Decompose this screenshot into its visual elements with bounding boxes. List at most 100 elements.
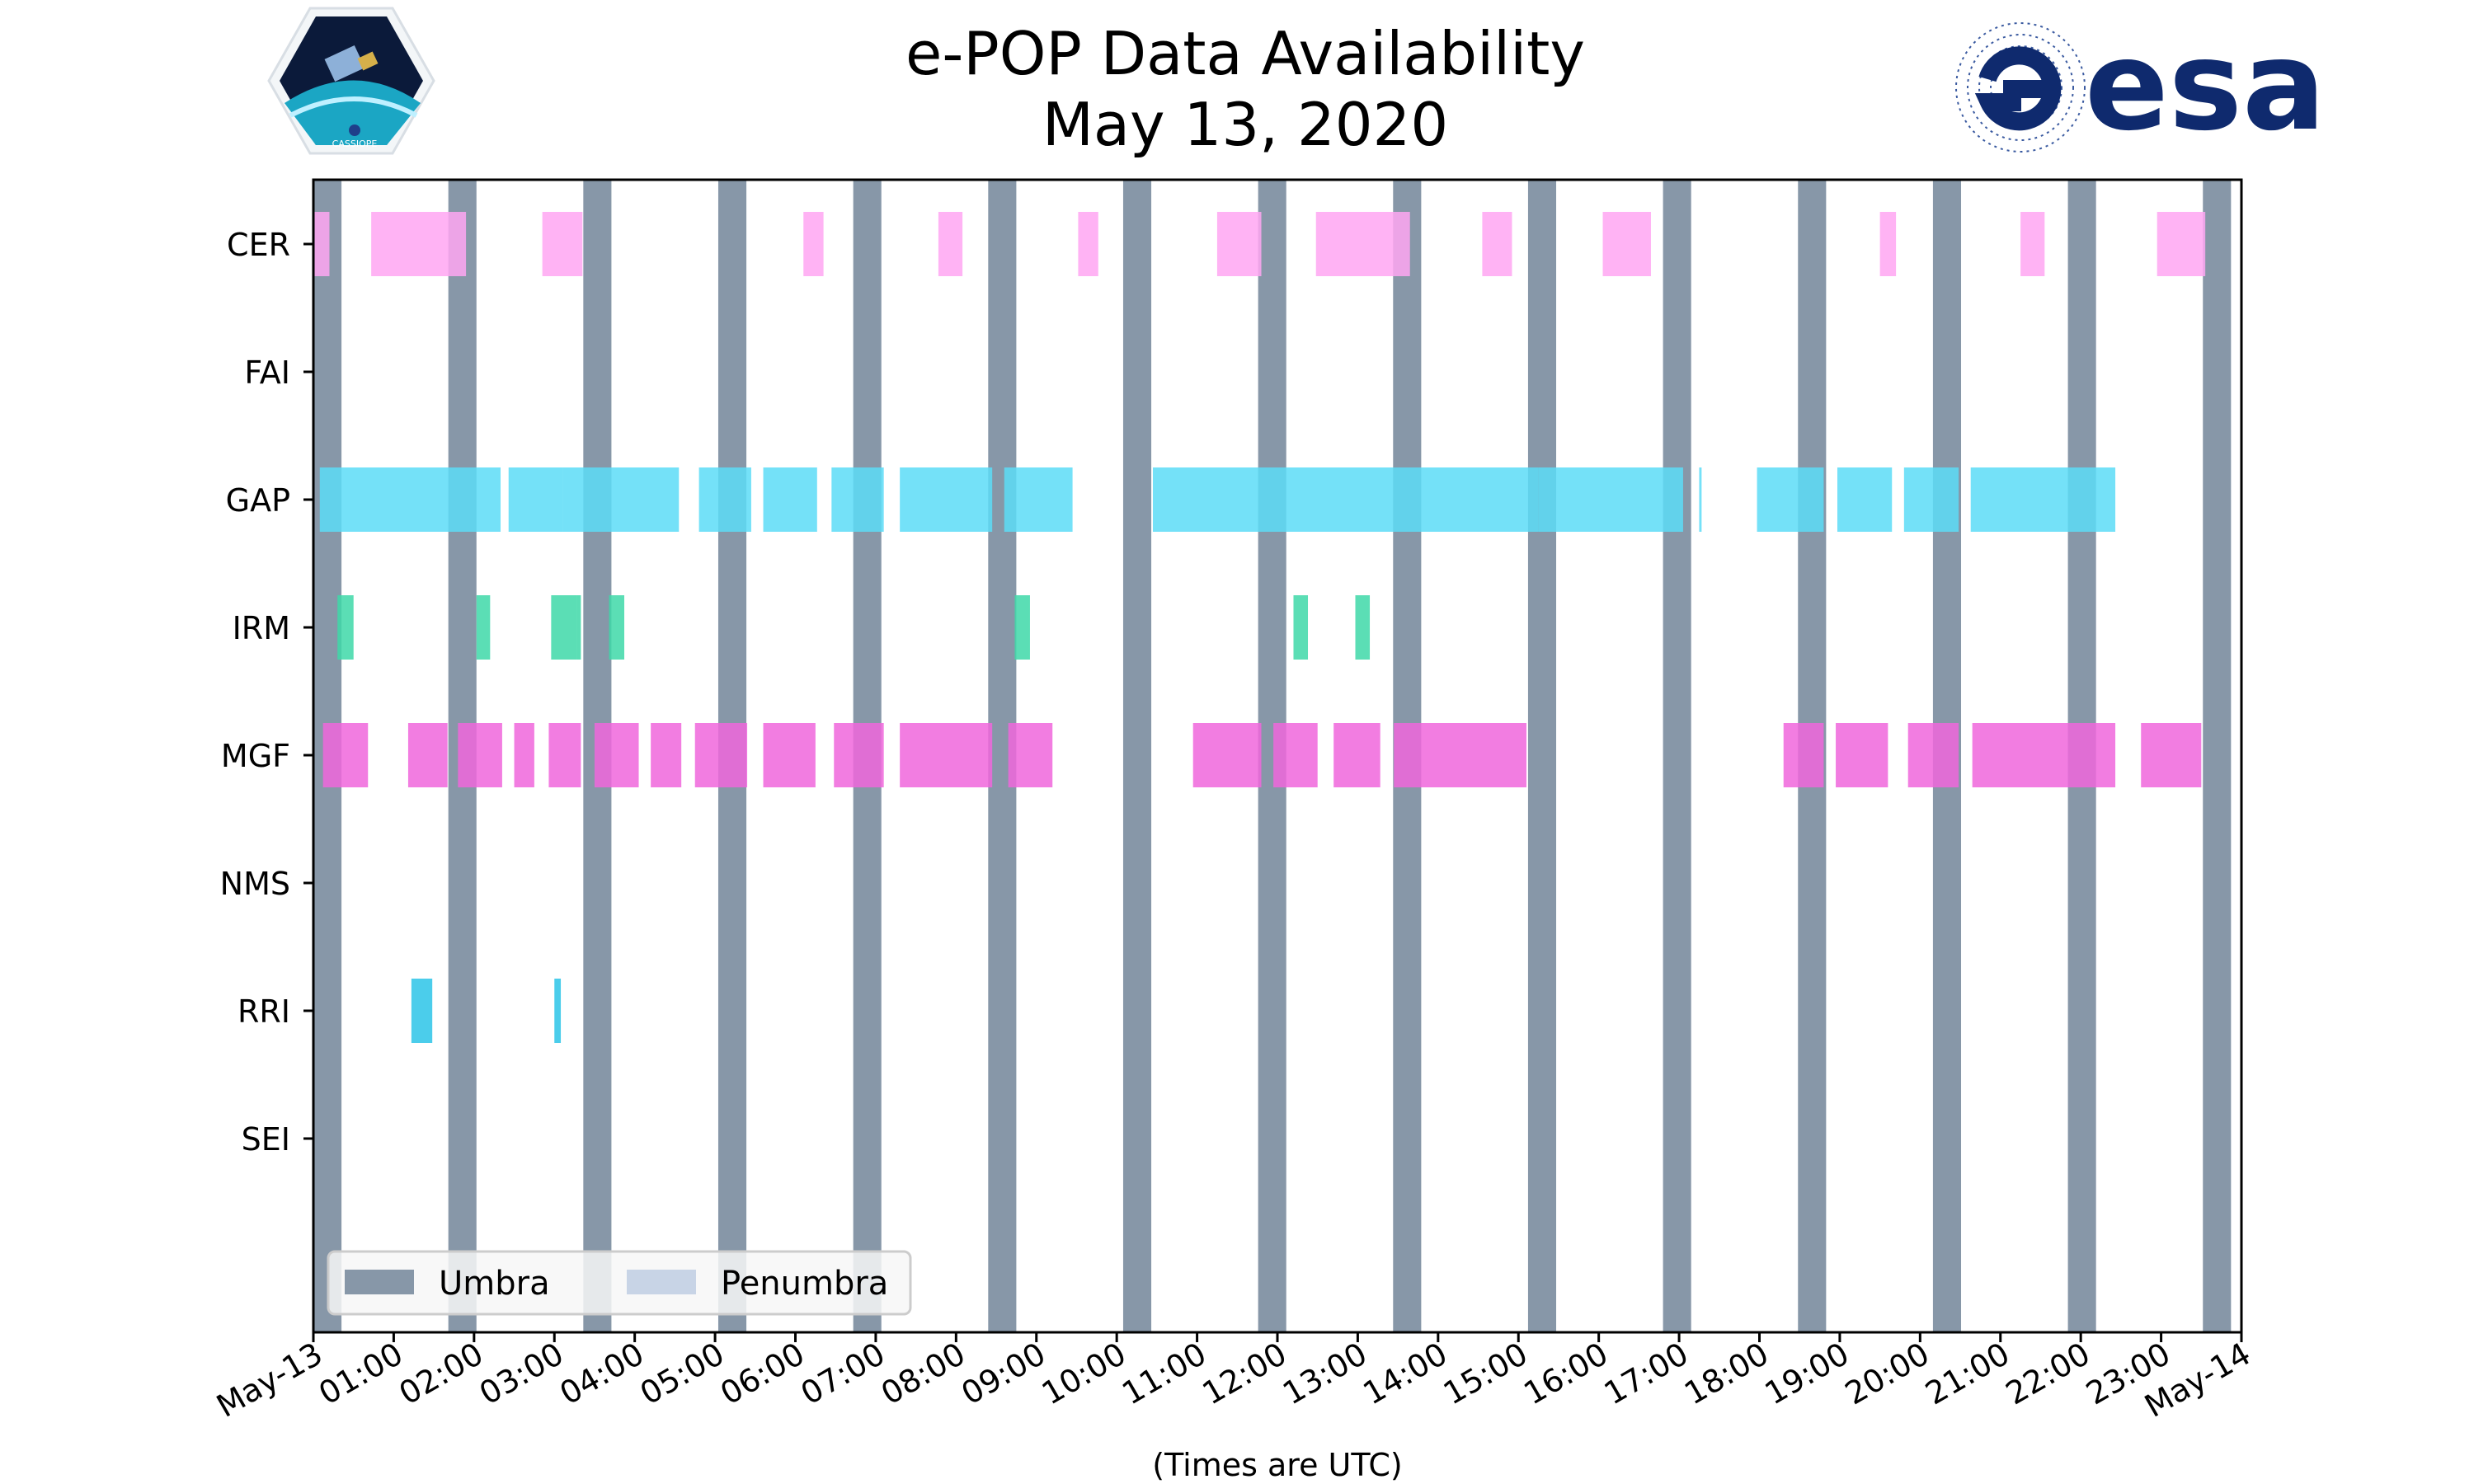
segment-gap-9	[1538, 467, 1683, 532]
segment-gap-6	[900, 467, 993, 532]
xtick-label-17: 17:00	[1598, 1336, 1695, 1412]
umbra-band-10	[1663, 180, 1691, 1332]
xtick-label-2: 02:00	[393, 1336, 489, 1412]
xtick-label-18: 18:00	[1678, 1336, 1775, 1412]
legend-label-penumbra: Penumbra	[721, 1265, 888, 1303]
ytick-label-gap: GAP	[226, 482, 290, 519]
segment-irm-0	[337, 595, 354, 660]
segment-cer-12	[2157, 212, 2206, 276]
segment-cer-11	[2020, 212, 2045, 276]
cassiope-logo: CASSIOPE	[267, 7, 435, 155]
segment-gap-8	[1153, 467, 1539, 532]
segment-mgf-3	[514, 723, 534, 787]
segment-gap-3	[698, 467, 751, 532]
xtick-label-5: 05:00	[634, 1336, 731, 1412]
segment-cer-8	[1482, 212, 1512, 276]
segment-gap-7	[1004, 467, 1073, 532]
segment-gap-12	[1837, 467, 1893, 532]
segment-mgf-17	[1836, 723, 1888, 787]
segment-mgf-5	[594, 723, 639, 787]
xtick-label-15: 15:00	[1437, 1336, 1534, 1412]
segment-mgf-19	[1972, 723, 2116, 787]
segment-mgf-4	[548, 723, 581, 787]
segment-mgf-12	[1192, 723, 1262, 787]
segment-mgf-6	[651, 723, 682, 787]
legend-label-umbra: Umbra	[439, 1265, 550, 1303]
xtick-label-8: 08:00	[875, 1336, 971, 1412]
segment-irm-5	[1014, 595, 1030, 660]
ytick-label-nms: NMS	[220, 866, 290, 902]
segment-mgf-11	[1008, 723, 1053, 787]
segment-cer-9	[1602, 212, 1651, 276]
segment-gap-1	[508, 467, 563, 532]
segment-mgf-9	[834, 723, 884, 787]
xtick-label-14: 14:00	[1357, 1336, 1453, 1412]
cassiope-logo-text: CASSIOPE	[332, 139, 378, 149]
chart-subtitle: May 13, 2020	[1042, 90, 1448, 159]
ytick-label-rri: RRI	[238, 993, 290, 1030]
segment-mgf-16	[1783, 723, 1824, 787]
segment-irm-6	[1293, 595, 1309, 660]
segment-cer-6	[1216, 212, 1262, 276]
legend: Umbra Penumbra	[327, 1250, 912, 1316]
xtick-label-11: 11:00	[1116, 1336, 1212, 1412]
segment-irm-2	[551, 595, 577, 660]
segment-mgf-1	[407, 723, 448, 787]
chart-title: e-POP Data Availability	[905, 19, 1585, 88]
segment-cer-4	[938, 212, 963, 276]
xtick-label-12: 12:00	[1197, 1336, 1293, 1412]
umbra-band-9	[1527, 180, 1557, 1332]
segment-mgf-10	[900, 723, 993, 787]
segment-mgf-18	[1907, 723, 1959, 787]
umbra-band-6	[1122, 180, 1152, 1332]
segment-mgf-14	[1333, 723, 1380, 787]
segment-mgf-8	[763, 723, 816, 787]
plot-area: CER FAI GAP IRM MGF NMS RRI SEI May-1301:0002:0…	[210, 178, 2257, 1425]
xtick-label-9: 09:00	[955, 1336, 1051, 1412]
availability-segments	[313, 212, 2206, 1043]
esa-logo-text: esa	[2085, 15, 2326, 158]
segment-gap-11	[1757, 467, 1824, 532]
xtick-label-22: 22:00	[2000, 1336, 2096, 1412]
segment-gap-5	[831, 467, 884, 532]
segment-mgf-15	[1394, 723, 1526, 787]
ytick-label-sei: SEI	[242, 1121, 290, 1158]
segment-cer-10	[1879, 212, 1897, 276]
xtick-label-20: 20:00	[1839, 1336, 1935, 1412]
ytick-label-cer: CER	[227, 227, 290, 263]
segment-rri-0	[411, 979, 433, 1043]
segment-mgf-2	[458, 723, 502, 787]
xtick-label-6: 06:00	[714, 1336, 811, 1412]
ytick-label-mgf: MGF	[221, 738, 290, 774]
segment-gap-2	[562, 467, 680, 532]
ytick-label-fai: FAI	[244, 355, 290, 391]
segment-gap-10	[1699, 467, 1702, 532]
xtick-label-1: 01:00	[313, 1336, 409, 1412]
x-axis-ticks: May-1301:0002:0003:0004:0005:0006:0007:0…	[210, 1332, 2257, 1425]
segment-rri-1	[554, 979, 562, 1043]
xtick-label-10: 10:00	[1036, 1336, 1132, 1412]
segment-mgf-0	[322, 723, 369, 787]
segment-irm-3	[576, 595, 581, 660]
segment-irm-7	[1355, 595, 1371, 660]
legend-swatch-umbra	[345, 1270, 414, 1294]
segment-cer-7	[1315, 212, 1410, 276]
xtick-label-4: 04:00	[553, 1336, 650, 1412]
y-axis-ticks: CER FAI GAP IRM MGF NMS RRI SEI	[220, 227, 313, 1158]
xtick-label-19: 19:00	[1759, 1336, 1856, 1412]
xtick-label-16: 16:00	[1517, 1336, 1614, 1412]
segment-mgf-7	[694, 723, 748, 787]
xtick-label-0: May-13	[210, 1336, 328, 1425]
segment-cer-0	[313, 212, 330, 276]
segment-cer-5	[1078, 212, 1098, 276]
xtick-label-3: 03:00	[473, 1336, 570, 1412]
segment-cer-2	[542, 212, 583, 276]
x-axis-label: (Times are UTC)	[1152, 1447, 1402, 1483]
segment-cer-1	[371, 212, 467, 276]
segment-mgf-13	[1273, 723, 1318, 787]
segment-gap-14	[1970, 467, 2116, 532]
segment-cer-3	[803, 212, 824, 276]
segment-mgf-20	[2141, 723, 2202, 787]
segment-gap-0	[319, 467, 501, 532]
